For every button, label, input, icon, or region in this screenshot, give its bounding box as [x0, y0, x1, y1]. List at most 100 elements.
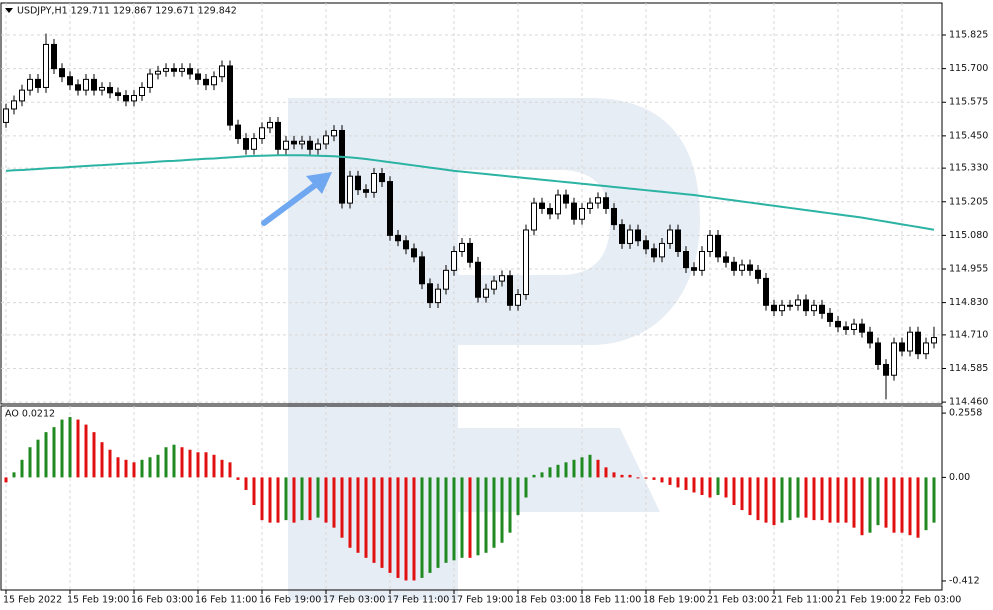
ao-bar [148, 457, 152, 478]
candle-body [27, 78, 33, 91]
candle-body [179, 68, 185, 72]
candle-body [203, 78, 209, 86]
candle-body [323, 135, 329, 145]
candle-body [147, 73, 153, 88]
ao-bar [340, 477, 344, 538]
candle-body [683, 251, 689, 269]
candle-body [91, 78, 97, 91]
candle-body [763, 277, 769, 306]
candle-body [811, 304, 817, 312]
ao-bar [804, 477, 808, 518]
ao-bar [492, 477, 496, 548]
candle-body [515, 294, 521, 306]
ao-bar [388, 477, 392, 573]
ao-bar [684, 477, 688, 490]
ao-bar [700, 477, 704, 495]
candle-body [507, 275, 513, 306]
ao-bar [84, 424, 88, 478]
candle-body [267, 121, 273, 129]
ao-bar [260, 477, 264, 521]
candle-body [235, 124, 241, 140]
ao-bar [412, 477, 416, 581]
ao-bar [212, 454, 216, 478]
ao-bar [628, 474, 632, 478]
x-tick-label: 17 Feb 19:00 [451, 595, 513, 606]
candle-body [299, 140, 305, 145]
candle-body [739, 264, 745, 271]
candle-body [571, 202, 577, 220]
candle-body [139, 86, 145, 97]
ao-bar [884, 477, 888, 528]
ao-bar [892, 477, 896, 533]
candle-body [547, 207, 553, 215]
ao-bar [180, 447, 184, 478]
candle-body [587, 202, 593, 209]
x-tick-label: 18 Feb 19:00 [643, 595, 705, 606]
ao-bar [108, 449, 112, 478]
candle-body [643, 240, 649, 250]
ao-bar [852, 477, 856, 528]
ao-bar [516, 477, 520, 516]
x-tick-label: 15 Feb 2022 [3, 595, 62, 606]
candle-body [83, 78, 89, 91]
candle-body [291, 140, 297, 145]
ao-bar [828, 477, 832, 523]
ao-bar [532, 474, 536, 478]
candle-body [771, 304, 777, 312]
candle-body [475, 261, 481, 298]
ao-bar [12, 472, 16, 478]
candle-body [283, 140, 289, 150]
ao-bar [740, 477, 744, 511]
candle-body [795, 299, 801, 306]
y-tick-label: 114.460 [949, 397, 988, 408]
moving-average [5, 154, 935, 231]
y-tick-label: 114.710 [949, 329, 988, 340]
candle-body [331, 129, 337, 137]
ao-panel [0, 405, 943, 591]
candle-body [619, 224, 625, 244]
candle-body [107, 86, 113, 94]
ao-bar [36, 439, 40, 478]
candle-body [131, 95, 137, 102]
candle-body [835, 320, 841, 328]
y-tick-label: -0.412 [949, 575, 980, 586]
ao-bar [748, 477, 752, 516]
candle-body [907, 331, 913, 352]
ao-bar [484, 477, 488, 553]
candle-body [827, 312, 833, 322]
candle-body [483, 288, 489, 298]
ao-bar [372, 477, 376, 563]
x-tick-label: 21 Feb 11:00 [771, 595, 833, 606]
ao-bar [836, 477, 840, 523]
ao-bar [636, 477, 640, 479]
y-tick-label: 115.080 [949, 230, 988, 241]
candle-body [387, 181, 393, 236]
ao-bar [404, 477, 408, 581]
ao-bar [572, 459, 576, 478]
y-tick-label: 115.330 [949, 163, 988, 174]
candle-body [867, 331, 873, 344]
candle-body [123, 95, 129, 102]
candle-body [523, 229, 529, 296]
ao-bar [724, 477, 728, 498]
ao-bar [364, 477, 368, 558]
ao-bar [460, 477, 464, 558]
ao-bar [468, 477, 472, 558]
candle-body [371, 173, 377, 193]
candle-body [19, 89, 25, 102]
candle-body [707, 234, 713, 253]
ao-bar [540, 472, 544, 478]
ao-bar [188, 449, 192, 478]
ao-bar [564, 462, 568, 478]
x-tick-label: 21 Feb 19:00 [835, 595, 897, 606]
ao-bar [236, 477, 240, 480]
ao-bar [276, 477, 280, 523]
ao-bar [476, 477, 480, 556]
candle-body [595, 197, 601, 204]
x-tick-label: 16 Feb 19:00 [259, 595, 321, 606]
candle-body [843, 326, 849, 331]
candle-body [59, 68, 65, 78]
candle-body [435, 288, 441, 304]
y-tick-label: 0.00 [949, 472, 970, 483]
candle-body [3, 108, 9, 123]
